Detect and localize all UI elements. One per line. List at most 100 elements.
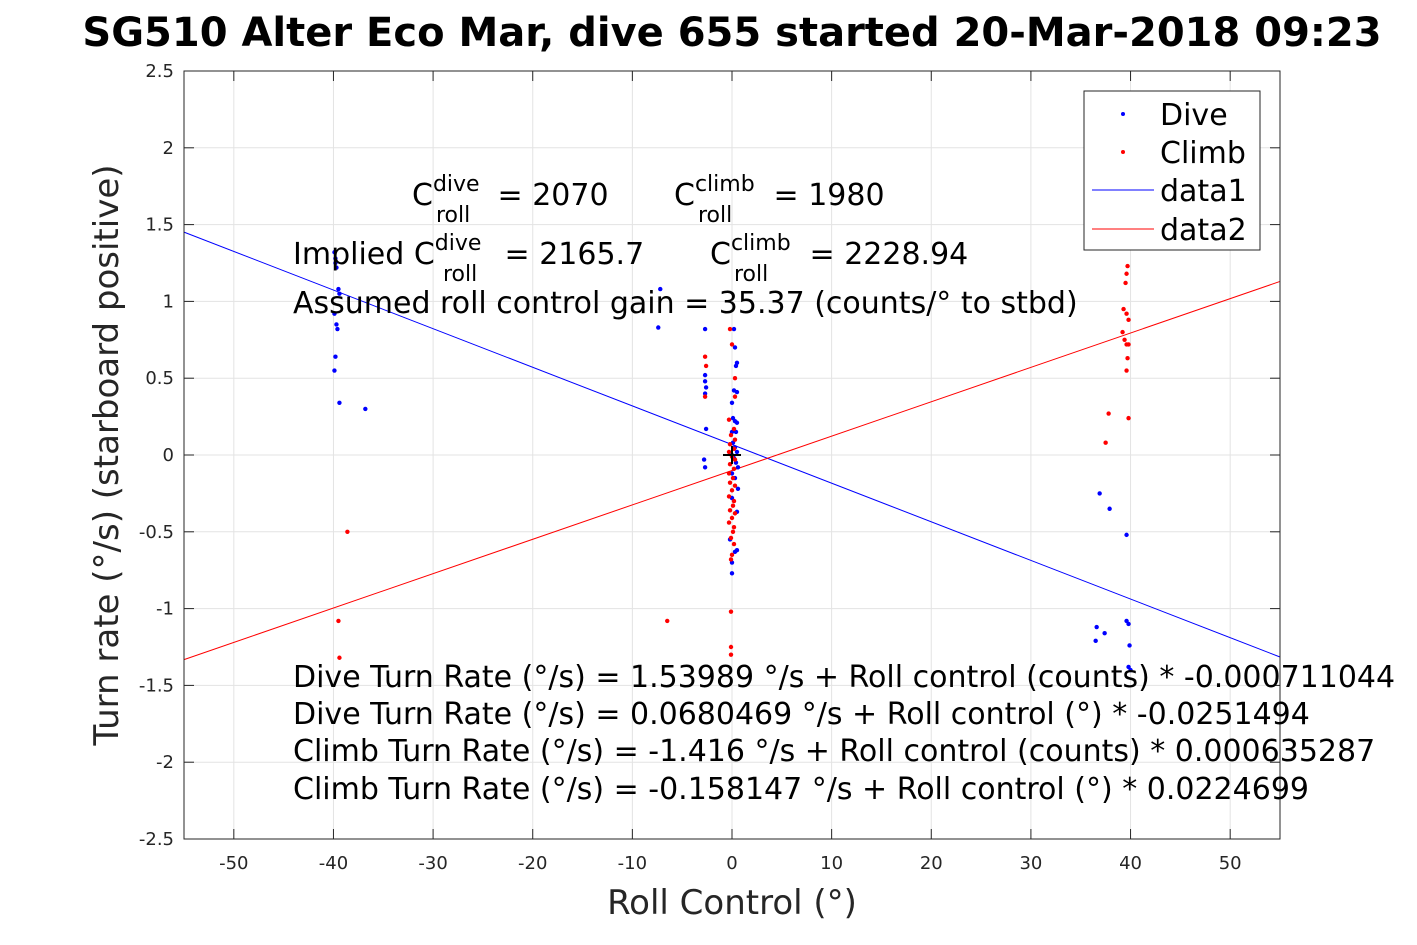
climb-point: [732, 394, 738, 399]
climb-point: [1126, 317, 1131, 323]
y-tick-label: 0.5: [145, 368, 174, 389]
x-tick-label: -20: [518, 853, 547, 874]
climb-point: [731, 426, 737, 432]
legend: Dive Climb data1 data2: [1083, 90, 1261, 251]
implied-dive-value: = 2165.7: [495, 237, 644, 272]
dive-point: [729, 400, 735, 405]
climb-point: [727, 442, 733, 447]
dive-point: [734, 420, 740, 425]
chart-title: SG510 Alter Eco Mar, dive 655 started 20…: [82, 10, 1381, 56]
climb-point: [1125, 263, 1130, 269]
climb-point: [732, 376, 738, 381]
climb-point: [727, 326, 733, 332]
axis-tick-labels: -50 -40 -30 -20 -10 0 10 20 30 40 50-2.5-2-1.5-1-0…: [139, 61, 1242, 874]
dive-point: [334, 265, 339, 270]
dive-point: [1107, 506, 1112, 511]
dive-point: [337, 291, 342, 296]
c-climb-sub: roll: [698, 203, 732, 228]
c-climb-sup: climb: [695, 172, 755, 197]
climb-point: [1124, 311, 1129, 316]
annotation-gain: Assumed roll control gain = 35.37 (count…: [293, 286, 1078, 321]
climb-point: [728, 644, 734, 650]
implied-climb-value: = 2228.94: [800, 237, 968, 272]
dive-point: [701, 457, 707, 462]
y-tick-label: -1: [156, 599, 174, 620]
climb-point: [1124, 368, 1129, 373]
x-tick-label: -50: [219, 853, 248, 874]
climb-point: [726, 417, 732, 422]
climb-point: [726, 520, 732, 525]
implied-dive-sup: dive: [435, 231, 482, 256]
dive-point: [735, 486, 741, 491]
climb-point: [727, 480, 733, 485]
legend-data1-label: data1: [1160, 174, 1247, 209]
dive-point: [734, 389, 740, 395]
c-dive-sub: roll: [436, 203, 470, 228]
dive-point: [333, 354, 338, 359]
dive-point: [734, 449, 740, 455]
annotation-c-climb: Cclimb roll = 1980: [674, 172, 885, 228]
fit-line-data2: [183, 280, 1281, 661]
data-points: [332, 250, 1133, 673]
c-climb-value: = 1980: [764, 178, 885, 213]
implied-climb-sup: climb: [731, 231, 791, 256]
y-tick-label: 0: [163, 445, 174, 466]
dive-point: [332, 368, 337, 373]
implied-climb-sub: roll: [734, 262, 768, 287]
climb-point: [726, 449, 732, 455]
annotation-implied-climb: Cclimb roll = 2228.94: [710, 231, 968, 287]
climb-point: [732, 483, 738, 488]
climb-point: [730, 503, 736, 508]
dive-point: [333, 256, 338, 261]
annotation-c-dive: Cdive roll = 2070: [412, 172, 609, 228]
climb-point: [729, 342, 735, 347]
legend-climb-marker: [1121, 150, 1125, 154]
dive-point: [363, 406, 368, 412]
c-climb-prefix: C: [674, 178, 695, 213]
climb-point: [728, 535, 734, 541]
climb-point: [728, 557, 734, 562]
implied-climb-prefix: C: [710, 237, 731, 272]
dive-point: [735, 465, 741, 470]
y-tick-label: 1: [163, 291, 174, 312]
legend-climb-label: Climb: [1160, 136, 1246, 171]
climb-point: [1125, 356, 1130, 361]
climb-point: [1122, 337, 1127, 342]
climb-point: [729, 488, 735, 493]
climb-point: [703, 363, 709, 369]
climb-point: [336, 618, 341, 624]
dive-point: [732, 549, 738, 554]
climb-point: [1123, 280, 1128, 286]
dive-point: [658, 286, 663, 292]
x-tick-label: 50: [1219, 853, 1242, 874]
climb-point: [730, 529, 736, 534]
legend-box: [1083, 90, 1261, 251]
annotation-implied-dive: Implied Cdive roll = 2165.7: [293, 231, 644, 287]
c-dive-sup: dive: [433, 172, 480, 197]
climb-point: [665, 618, 670, 624]
climb-point: [1121, 306, 1126, 312]
dive-point: [732, 345, 738, 350]
c-dive-prefix: C: [412, 178, 433, 213]
dive-point: [702, 391, 708, 396]
legend-dive-marker: [1121, 112, 1125, 116]
legend-data2-label: data2: [1160, 213, 1247, 248]
dive-point: [1094, 624, 1099, 630]
y-tick-label: -2: [156, 752, 174, 773]
fit-equation-2: Dive Turn Rate (°/s) = 0.0680469 °/s + R…: [293, 697, 1310, 732]
climb-point: [345, 529, 350, 534]
dive-point: [332, 311, 337, 316]
origin-marker: [723, 446, 741, 464]
x-tick-label: 0: [726, 853, 737, 874]
y-tick-label: -2.5: [139, 829, 174, 850]
dive-point: [332, 250, 337, 255]
climb-point: [731, 498, 737, 504]
fit-equation-1: Dive Turn Rate (°/s) = 1.53989 °/s + Rol…: [293, 660, 1395, 695]
climb-point: [731, 541, 737, 547]
climb-point: [726, 494, 732, 499]
y-tick-label: -1.5: [139, 675, 174, 696]
implied-dive-prefix: Implied C: [293, 237, 435, 272]
dive-point: [336, 286, 341, 292]
fit-equation-4: Climb Turn Rate (°/s) = -0.158147 °/s + …: [293, 772, 1309, 807]
climb-point: [732, 437, 738, 442]
